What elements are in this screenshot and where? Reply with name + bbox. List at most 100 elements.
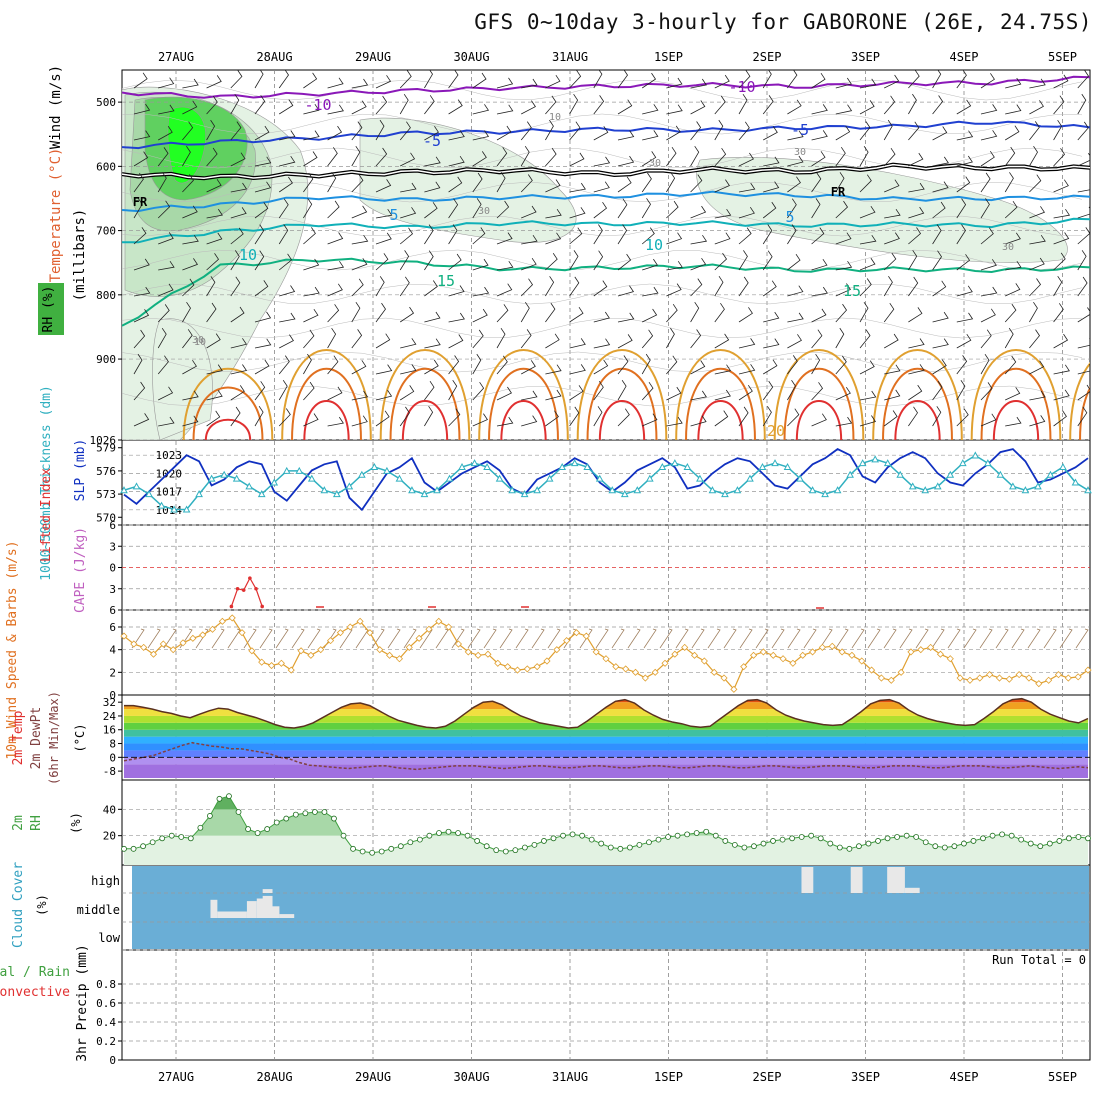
wind-barb: [1077, 206, 1090, 219]
warm-isotherm: [401, 400, 449, 440]
warm-isotherm: [980, 367, 1052, 440]
upper-air-panel: [122, 70, 1090, 440]
wind-barb-10m: [947, 628, 961, 649]
wind-barb-10m: [451, 628, 465, 649]
temperature-band: [124, 729, 1088, 737]
wind-barb: [278, 355, 290, 375]
wind-barb: [351, 390, 369, 401]
wind-barb: [545, 333, 560, 349]
wind-barb: [448, 130, 465, 141]
warm-isotherm: [1069, 362, 1090, 440]
temperature-band: [124, 698, 1088, 703]
wind-barb: [1004, 125, 1020, 141]
wind-barb-10m: [1043, 628, 1057, 649]
wind-barb: [424, 224, 434, 245]
wind-barb: [472, 104, 490, 115]
wind-barb: [133, 198, 143, 219]
wind10m-panel: 0 2 4 6: [109, 614, 1092, 702]
wind-barb: [254, 202, 269, 219]
wind-barb: [496, 327, 506, 349]
wind-barb: [230, 306, 245, 323]
wind-barb: [375, 333, 391, 349]
thickness-point: [721, 490, 729, 498]
wind-barb: [835, 125, 851, 141]
wind-barb: [666, 355, 678, 375]
wind-barb: [617, 253, 632, 271]
rh-point: [875, 838, 881, 844]
thickness-point: [620, 490, 629, 498]
wind-barb: [763, 126, 778, 141]
rh-point: [283, 815, 290, 822]
wind-barb: [956, 176, 971, 193]
thickness-point: [1046, 470, 1055, 478]
cloud-bar: [262, 895, 273, 918]
y-tick-label: 3: [109, 583, 116, 596]
y-tick-label: 0.8: [96, 978, 116, 991]
wind-barb: [351, 258, 368, 271]
thickness-point: [671, 459, 679, 467]
wind-barb: [932, 156, 949, 167]
wind-barb: [206, 147, 218, 167]
y-tick-label: 6: [109, 519, 116, 532]
ylabel-lifted-index: Lifted Index: [39, 468, 54, 562]
wind-speed-point: [317, 646, 325, 654]
wind-barb: [956, 312, 974, 323]
thickness-point: [708, 486, 717, 494]
wind-barb: [859, 205, 876, 219]
wind-barb: [835, 386, 851, 401]
wind-barb: [1029, 206, 1046, 219]
wind-barb: [884, 232, 900, 245]
wind-speed-point: [1054, 671, 1063, 679]
wind-barb: [714, 147, 727, 167]
thickness-point: [182, 505, 191, 513]
rh-point: [550, 835, 557, 842]
wind-barb: [666, 104, 683, 115]
wind-speed-point: [681, 643, 689, 651]
wind-barb: [472, 258, 489, 271]
thickness-point: [570, 459, 579, 467]
top-time-tick: 4SEP: [950, 50, 979, 64]
wind-barb: [714, 208, 732, 219]
wind-barb: [472, 151, 487, 167]
wind-barb: [351, 121, 363, 141]
thickness-point: [696, 474, 704, 482]
wind-barb-10m: [611, 628, 625, 649]
wind-speed-point: [769, 651, 777, 659]
wind-barb: [569, 93, 579, 115]
wind-barb: [520, 278, 534, 297]
thickness-point: [520, 490, 529, 498]
wind-speed-point: [720, 674, 728, 682]
warm-isotherm: [783, 367, 855, 440]
ylabel-slp: SLP (mb): [73, 439, 88, 502]
wind-speed-point: [700, 657, 708, 665]
wind-barb: [811, 258, 828, 271]
wind-barb: [1004, 146, 1016, 167]
warm-isotherm: [291, 367, 362, 440]
wind-barb: [956, 70, 967, 89]
wind-barb: [399, 385, 415, 401]
wind-barb: [884, 179, 900, 193]
wind-speed-point: [622, 665, 630, 673]
top-time-tick: 2SEP: [753, 50, 782, 64]
wind-speed-point: [1005, 675, 1013, 683]
wind-barb: [714, 74, 730, 89]
wind-barb: [448, 70, 459, 89]
isotherm-line: [122, 217, 1090, 244]
wind-barb: [690, 301, 700, 323]
wind-barb-10m: [499, 628, 513, 649]
rh-contour-label: 30: [1002, 242, 1014, 253]
wind-speed-point: [789, 659, 797, 667]
thickness-point: [1021, 486, 1030, 494]
wind-barb: [908, 250, 918, 271]
wind-barb: [375, 75, 392, 89]
wind-barb: [859, 257, 876, 271]
wind-speed-point: [405, 643, 413, 651]
rh-contour-label: 30: [192, 335, 204, 346]
wind-barb: [1077, 121, 1089, 141]
wind-barb: [496, 304, 509, 323]
warm-isotherm: [598, 400, 646, 440]
wind-barb: [496, 77, 514, 89]
wind-barb: [811, 72, 826, 89]
